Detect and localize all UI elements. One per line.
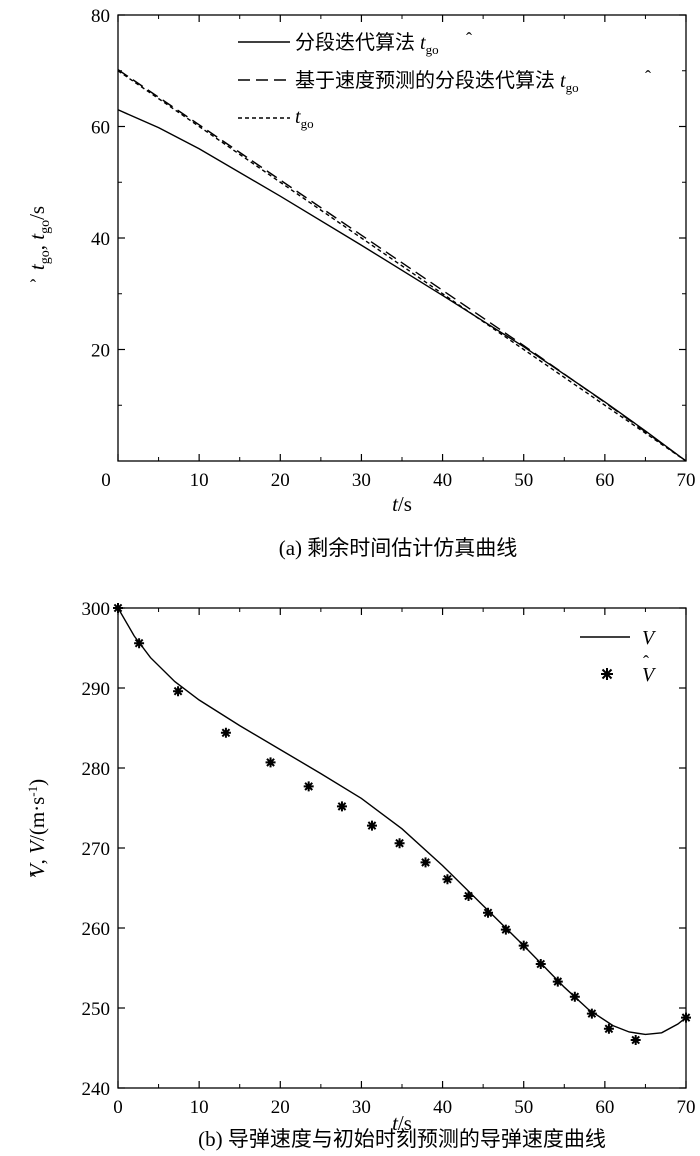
legend-b-star-label: V (642, 664, 657, 686)
chart-b-star-marker (420, 857, 431, 868)
chart-a-legend: 分段迭代算法 tgo ˆ 基于速度预测的分段迭代算法 tgo ˆ tgo (238, 29, 651, 131)
chart-b-star-marker (603, 1023, 614, 1034)
chart-b-star-marker (500, 924, 511, 935)
chart-a-ylabel: tgo, tgo/s (25, 206, 53, 270)
chart-b: 0 10 20 30 40 50 60 70 240 250 260 270 280 290 300 V V… (25, 599, 696, 1151)
chart-a-ylabel-hat: ˆ (30, 276, 36, 296)
legend-b-star-marker (601, 668, 613, 680)
chart-b-star-marker (303, 781, 314, 792)
chart-a-series-longdash (117, 69, 687, 462)
chart-b-ticks: 0 10 20 30 40 50 60 70 240 250 260 270 280 290 300 (82, 599, 696, 1118)
chart-b-star-marker (394, 838, 405, 849)
chart-b-star-marker (569, 991, 580, 1002)
legend-b-star-hat: ˆ (643, 652, 649, 672)
chart-a-ytick-label: 40 (91, 229, 110, 250)
chart-b-star-marker (535, 959, 546, 969)
legend-a-longdash-label: 基于速度预测的分段迭代算法 tgo (295, 69, 579, 95)
chart-b-xtick-label: 70 (677, 1097, 696, 1118)
chart-b-star-marker (463, 891, 474, 901)
chart-a: 0 10 20 30 40 50 60 70 20 40 60 80 分段迭代算法 tgo ˆ 基于速… (25, 6, 696, 560)
chart-b-star-marker (173, 686, 184, 697)
chart-b-star-marker (552, 976, 563, 987)
chart-b-ytick-label: 300 (82, 599, 111, 620)
chart-a-xlabel: t/s (392, 492, 412, 516)
svg-text:tgo, tgo/s: tgo, tgo/s (25, 206, 53, 270)
chart-b-star-marker (442, 874, 453, 885)
legend-a-longdash-hat: ˆ (645, 67, 651, 87)
chart-a-ytick-label: 20 (91, 341, 110, 362)
chart-a-xtick-label: 40 (433, 470, 452, 491)
chart-a-ytick-label: 80 (91, 6, 110, 27)
chart-b-xtick-label: 10 (190, 1097, 209, 1118)
chart-b-star-marker (366, 820, 377, 831)
svg-text:V, V/(m·s-1): V, V/(m·s-1) (25, 779, 49, 877)
chart-b-xtick-label: 40 (433, 1097, 452, 1118)
chart-b-star-marker (265, 757, 276, 768)
chart-b-xtick-label: 0 (113, 1097, 123, 1118)
chart-b-ytick-label: 270 (82, 839, 111, 860)
legend-b-solid-label: V (642, 627, 657, 649)
chart-b-xtick-label: 60 (595, 1097, 614, 1118)
chart-a-lines (117, 69, 687, 462)
chart-a-series-shortdash (117, 70, 687, 462)
chart-b-caption: (b) 导弹速度与初始时刻预测的导弹速度曲线 (198, 1127, 606, 1151)
chart-b-star-marker (630, 1035, 641, 1045)
chart-a-xtick-label: 50 (514, 470, 533, 491)
chart-a-xtick-label: 60 (595, 470, 614, 491)
chart-b-star-marker (483, 907, 494, 918)
chart-b-star-marker (681, 1012, 691, 1023)
chart-a-xtick-label: 0 (101, 470, 111, 491)
chart-b-star-marker (586, 1008, 597, 1019)
chart-b-legend: V V ˆ (580, 627, 657, 686)
chart-b-series-solid (117, 607, 687, 1036)
chart-b-ylabel-hat: ˆ (30, 871, 36, 891)
chart-a-xtick-label: 10 (190, 470, 209, 491)
legend-a-shortdash-label: tgo (295, 106, 314, 131)
chart-b-ytick-label: 240 (82, 1079, 111, 1100)
chart-b-ytick-label: 290 (82, 679, 111, 700)
chart-b-ytick-label: 250 (82, 999, 111, 1020)
chart-b-star-marker (336, 801, 347, 812)
chart-a-xtick-label: 70 (677, 470, 696, 491)
chart-b-plot-frame (117, 607, 687, 1089)
chart-a-series-solid (117, 109, 687, 462)
chart-a-caption: (a) 剩余时间估计仿真曲线 (279, 536, 518, 560)
chart-b-xlabel: t/s (392, 1111, 412, 1135)
chart-b-star-marker (134, 638, 145, 649)
chart-a-ytick-label: 60 (91, 118, 110, 139)
chart-a-xtick-label: 20 (271, 470, 290, 491)
chart-b-xtick-label: 30 (352, 1097, 371, 1118)
chart-a-ticks: 0 10 20 30 40 50 60 70 20 40 60 80 (91, 6, 696, 491)
chart-a-xtick-label: 30 (352, 470, 371, 491)
chart-b-xtick-label: 50 (514, 1097, 533, 1118)
chart-b-xtick-label: 20 (271, 1097, 290, 1118)
chart-b-star-marker (113, 603, 123, 613)
chart-b-ylabel: V, V/(m·s-1) (25, 779, 49, 877)
chart-b-star-marker (518, 940, 529, 951)
chart-b-lines (113, 603, 691, 1045)
legend-a-solid-hat: ˆ (466, 29, 472, 49)
chart-b-ytick-label: 260 (82, 919, 111, 940)
legend-a-solid-label: 分段迭代算法 tgo (295, 31, 439, 57)
chart-b-ytick-label: 280 (82, 759, 111, 780)
chart-b-star-marker (220, 727, 231, 738)
